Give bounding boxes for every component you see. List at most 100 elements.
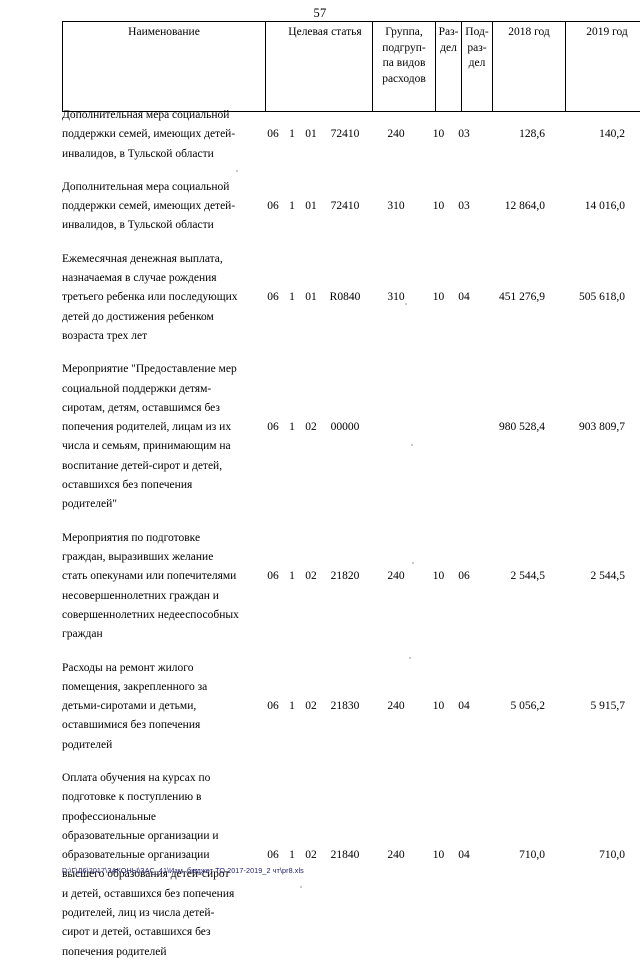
row-target-article-3: 02 [300,697,322,716]
row-target-article-2: 1 [284,846,300,865]
row-year-2019: 710,0 [545,846,625,865]
row-name-line: назначаемая в случае рождения [62,269,262,288]
row-name-line: Расходы на ремонт жилого [62,659,262,678]
row-podrazdel: 04 [451,288,477,307]
row-podrazdel: 04 [451,846,477,865]
row-target-article-1: 06 [262,697,284,716]
table-row: Ежемесячная денежная выплата,назначаемая… [62,250,625,361]
row-podrazdel: 03 [451,125,477,144]
row-year-2018: 710,0 [477,846,545,865]
row-target-article-4: 00000 [324,418,366,437]
column-header-group-line1: Группа, [385,26,423,38]
row-target-article-1: 06 [262,125,284,144]
row-group: 240 [366,846,426,865]
row-target-article-4: R0840 [324,288,366,307]
row-razdel: 10 [426,197,451,216]
row-year-2018: 980 528,4 [477,418,545,437]
row-target-article-3: 02 [300,846,322,865]
row-name-line: родителей, лиц из числа детей- [62,904,262,923]
row-group: 310 [366,288,426,307]
row-group: 240 [366,125,426,144]
table-header-row: Наименование Целевая статья Группа, подг… [63,22,640,112]
row-name-line: образовательные организации и [62,827,262,846]
column-header-name: Наименование [63,22,266,112]
row-name-line: помещения, закрепленного за [62,678,262,697]
row-name-line: Мероприятие "Предоставление мер [62,360,262,379]
column-header-year-2019: 2019 год [566,22,640,112]
row-target-article-1: 06 [262,288,284,307]
row-name-line: возраста трех лет [62,327,262,346]
row-year-2018: 451 276,9 [477,288,545,307]
column-header-target-article-spacer [266,22,279,112]
column-header-razdel: Раз- дел [436,22,462,112]
row-name-line: детей до достижения ребенком [62,308,262,327]
row-name-line: родителей" [62,495,262,514]
row-year-2018: 128,6 [477,125,545,144]
row-name-line: сирот и детей, оставшихся без [62,923,262,942]
column-header-group-line3: па видов [383,57,426,69]
row-name-line: инвалидов, в Тульской области [62,216,262,235]
row-year-2018: 2 544,5 [477,567,545,586]
row-group: 240 [366,697,426,716]
row-year-2018: 5 056,2 [477,697,545,716]
row-target-article-2: 1 [284,567,300,586]
row-target-article-2: 1 [284,288,300,307]
row-year-2019: 2 544,5 [545,567,625,586]
row-target-article-1: 06 [262,197,284,216]
row-name-line: оставшихся без попечения [62,476,262,495]
row-target-article-2: 1 [284,418,300,437]
row-group: 240 [366,567,426,586]
row-razdel: 10 [426,125,451,144]
column-header-razdel-line1: Раз- [439,26,459,38]
row-name-line: инвалидов, в Тульской области [62,145,262,164]
row-name-line: сиротам, детям, оставшимся без [62,399,262,418]
row-year-2019: 505 618,0 [545,288,625,307]
page-number: 57 [0,6,640,21]
row-name-line: Оплата обучения на курсах по [62,769,262,788]
row-target-article-3: 01 [300,125,322,144]
row-name-line: Дополнительная мера социальной [62,106,262,125]
row-target-article-3: 02 [300,418,322,437]
column-header-podrazdel-line1: Под- [465,26,488,38]
row-podrazdel: 06 [451,567,477,586]
row-name-line: числа и семьям, принимающим на [62,437,262,456]
row-name-line: попечения родителей [62,943,262,962]
row-target-article-3: 01 [300,197,322,216]
row-name-line: граждан [62,625,262,644]
row-year-2019: 903 809,7 [545,418,625,437]
row-target-article-1: 06 [262,846,284,865]
row-year-2019: 14 016,0 [545,197,625,216]
row-name-line: Дополнительная мера социальной [62,178,262,197]
document-page: 57 Наименование Целевая статья Группа, п… [0,0,640,905]
row-name-line: и детей, оставшихся без попечения [62,885,262,904]
row-target-article-2: 1 [284,125,300,144]
column-header-year-2018: 2018 год [493,22,566,112]
row-name-line: профессиональные [62,808,262,827]
table-header: Наименование Целевая статья Группа, подг… [62,21,640,112]
column-header-podrazdel: Под- раз- дел [462,22,493,112]
row-target-article-2: 1 [284,697,300,716]
row-target-article-4: 21840 [324,846,366,865]
row-name-line: совершеннолетних недееспособных [62,606,262,625]
row-target-article-3: 02 [300,567,322,586]
row-razdel: 10 [426,697,451,716]
column-header-razdel-line2: дел [440,42,457,54]
row-year-2019: 5 915,7 [545,697,625,716]
row-target-article-4: 72410 [324,125,366,144]
row-name-line: несовершеннолетних граждан и [62,587,262,606]
row-group: 310 [366,197,426,216]
row-podrazdel: 03 [451,197,477,216]
row-target-article-3: 01 [300,288,322,307]
column-header-group-line4: расходов [382,73,426,85]
footer-file-path: D:\Г\Д6\2017\ЗАКОНЫ\ЗАС_41\Изм. бюджет Т… [62,866,304,875]
